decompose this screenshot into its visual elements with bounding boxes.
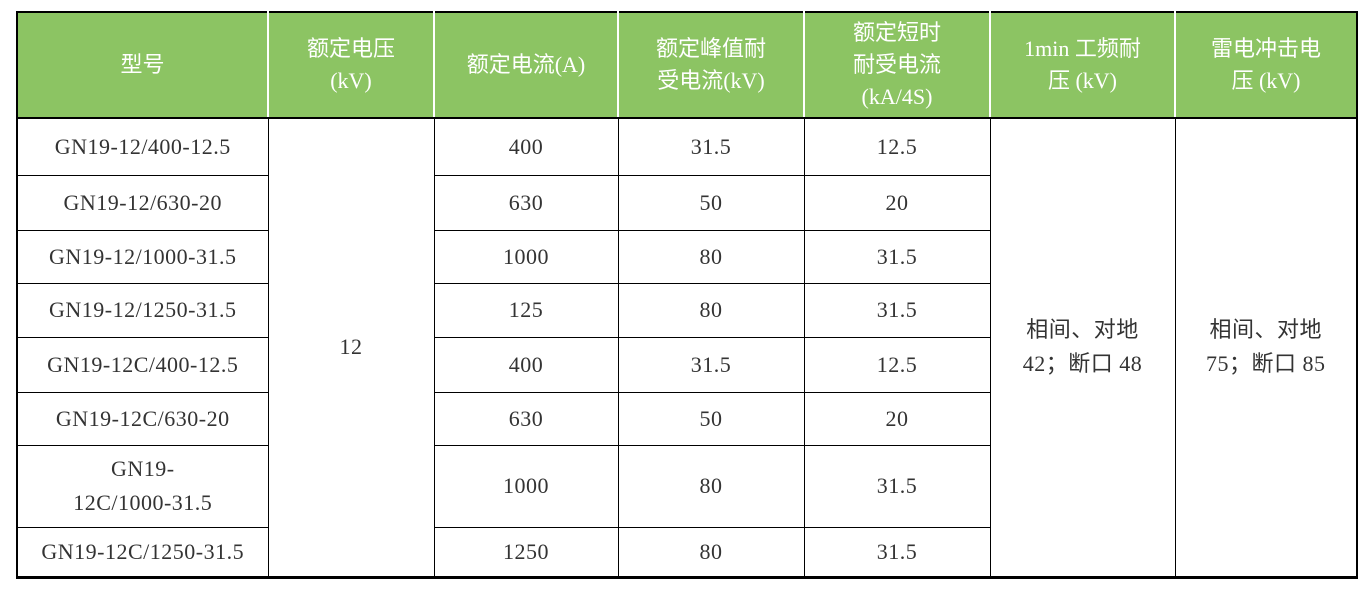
- col-header-rated-voltage: 额定电压 (kV): [267, 12, 434, 119]
- current-cell: 1250: [433, 526, 619, 578]
- peak-cell: 31.5: [617, 117, 805, 176]
- short-cell: 31.5: [803, 444, 991, 528]
- table-row: GN19-12/400-12.5 12 400 31.5 12.5 相间、对地 …: [16, 117, 1358, 578]
- power-freq-cell: 相间、对地 42；断口 48: [989, 117, 1176, 578]
- model-cell: GN19-12C/400-12.5: [16, 336, 269, 393]
- current-cell: 400: [433, 117, 619, 176]
- table-row: GN19-12/630-20 630 50 20: [16, 174, 1357, 231]
- model-cell: GN19-12/1000-31.5: [16, 229, 269, 284]
- col-header-rated-current: 额定电流(A): [433, 12, 618, 119]
- peak-cell: 50: [617, 391, 805, 446]
- short-cell: 31.5: [803, 229, 991, 284]
- header-row: 型号 额定电压 (kV) 额定电流(A) 额定峰值耐 受电流(kV) 额定短时 …: [16, 12, 1357, 119]
- model-cell: GN19-12C/1250-31.5: [16, 526, 269, 578]
- current-cell: 125: [433, 282, 619, 338]
- peak-cell: 80: [617, 444, 805, 528]
- peak-cell: 80: [617, 282, 805, 338]
- col-header-peak-withstand: 额定峰值耐 受电流(kV): [617, 12, 804, 119]
- peak-cell: 31.5: [617, 336, 805, 393]
- peak-cell: 80: [617, 526, 805, 578]
- short-cell: 31.5: [803, 526, 991, 578]
- model-cell: GN19-12/1250-31.5: [16, 282, 269, 338]
- table-row: GN19- 12C/1000-31.5 1000 80 31.5: [16, 444, 1357, 528]
- short-cell: 31.5: [803, 282, 991, 338]
- peak-cell: 50: [617, 174, 805, 231]
- model-cell: GN19- 12C/1000-31.5: [16, 444, 269, 528]
- col-header-lightning: 雷电冲击电 压 (kV): [1174, 12, 1357, 119]
- short-cell: 20: [803, 391, 991, 446]
- table-row: GN19-12C/630-20 630 50 20: [16, 391, 1357, 446]
- peak-cell: 80: [617, 229, 805, 284]
- short-cell: 20: [803, 174, 991, 231]
- current-cell: 630: [433, 174, 619, 231]
- col-header-short-time: 额定短时 耐受电流 (kA/4S): [803, 12, 990, 119]
- model-cell: GN19-12/400-12.5: [16, 117, 269, 176]
- col-header-power-freq: 1min 工频耐 压 (kV): [989, 12, 1175, 119]
- table-row: GN19-12C/1250-31.5 1250 80 31.5: [16, 526, 1357, 578]
- table-row: GN19-12/1000-31.5 1000 80 31.5: [16, 229, 1357, 284]
- current-cell: 400: [433, 336, 619, 393]
- current-cell: 1000: [433, 229, 619, 284]
- rated-voltage-cell: 12: [267, 117, 435, 578]
- spec-table: 型号 额定电压 (kV) 额定电流(A) 额定峰值耐 受电流(kV) 额定短时 …: [16, 11, 1358, 579]
- short-cell: 12.5: [803, 336, 991, 393]
- model-cell: GN19-12/630-20: [16, 174, 269, 231]
- short-cell: 12.5: [803, 117, 991, 176]
- current-cell: 630: [433, 391, 619, 446]
- col-header-model: 型号: [16, 12, 268, 119]
- table-row: GN19-12C/400-12.5 400 31.5 12.5: [16, 336, 1357, 393]
- lightning-cell: 相间、对地 75；断口 85: [1174, 117, 1358, 578]
- spec-table-frame: 型号 额定电压 (kV) 额定电流(A) 额定峰值耐 受电流(kV) 额定短时 …: [16, 11, 1358, 579]
- model-cell: GN19-12C/630-20: [16, 391, 269, 446]
- current-cell: 1000: [433, 444, 619, 528]
